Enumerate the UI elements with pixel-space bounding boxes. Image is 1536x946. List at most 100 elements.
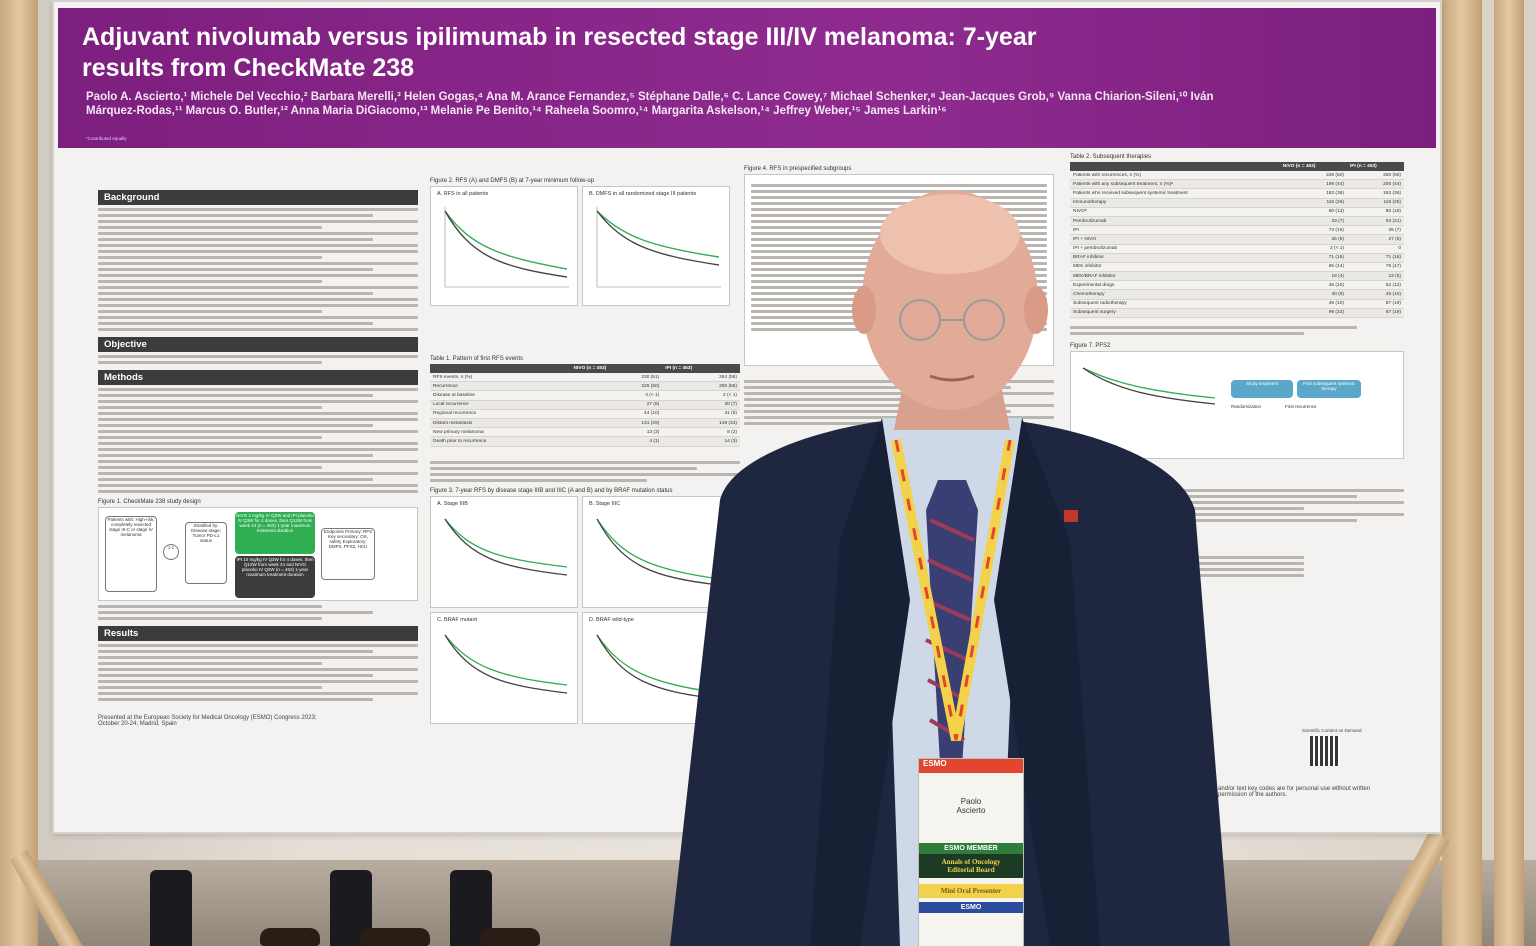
poster-contributed-note: *Contributed equally bbox=[86, 136, 127, 141]
table-2-cell-nivo: 2 (< 1) bbox=[1279, 244, 1347, 254]
table-2-row: Pembrolizumab 33 (7) 93 (21) bbox=[1070, 216, 1404, 227]
table-2-row: Patients with recurrences, n (%) 226 (50)… bbox=[1070, 171, 1404, 181]
table-1-row: Disease at baseline 3 (< 1) 2 (< 1) bbox=[430, 390, 740, 401]
table-1-cell-nivo: 13 (3) bbox=[570, 427, 663, 438]
table-1-cell-ipi: 264 (58) bbox=[662, 373, 740, 383]
badge-presenter: Mini Oral Presenter bbox=[919, 884, 1023, 898]
background-people-legs bbox=[120, 870, 540, 946]
table-1-body: RFS events, n (%) 230 (51) 264 (58) Recurre… bbox=[430, 373, 740, 447]
background-text bbox=[98, 208, 418, 331]
table-1-row: RFS events, n (%) 230 (51) 264 (58) bbox=[430, 373, 740, 383]
table-2-cell-nivo: 71 (16) bbox=[1279, 253, 1347, 263]
figure-4-title: Figure 4. RFS in prespecified subgroups bbox=[744, 166, 852, 172]
table-1-cell-ipi: 8 (2) bbox=[662, 427, 740, 438]
table-1-title: Table 1. Pattern of first RFS events bbox=[430, 356, 524, 362]
table-2-cell-label: IPI + pembrolizumab bbox=[1070, 244, 1280, 254]
flow-stratified: Stratified by: Disease stage; Tumor PD-L… bbox=[185, 522, 227, 584]
objective-text bbox=[98, 355, 418, 364]
figure-3-title: Figure 3. 7-year RFS by disease stage II… bbox=[430, 487, 673, 494]
flow-endpoints: Endpoints Primary: RFS Key secondary: OS… bbox=[321, 528, 375, 580]
table-1-cell-ipi: 149 (33) bbox=[662, 418, 740, 429]
table-2: NIVO (n = 453) IPI (n = 453) Patients wi… bbox=[1070, 162, 1404, 319]
figure-1-notes bbox=[98, 605, 418, 620]
table-2-row: Subsequent radiotherapy 45 (10) 87 (19) bbox=[1070, 299, 1404, 309]
table-2-header-nivo: NIVO (n = 453) bbox=[1279, 162, 1347, 171]
table-2-cell-label: Immunotherapy bbox=[1070, 198, 1280, 208]
table-1-cell-ipi: 2 (< 1) bbox=[662, 390, 740, 401]
section-methods: Methods bbox=[98, 370, 418, 385]
table-2-row: Patients who received subsequent systemi… bbox=[1070, 188, 1404, 199]
pfs2-randomization: Randomization bbox=[1231, 404, 1262, 409]
table-2-cell-nivo: 73 (16) bbox=[1279, 225, 1347, 236]
table-1-header-nivo: NIVO (n = 453) bbox=[570, 364, 663, 373]
wooden-frame-left bbox=[0, 0, 38, 946]
table-1: NIVO (n = 453) IPI (n = 453) RFS events,… bbox=[430, 364, 740, 447]
figure-3d-label: D. BRAF wild-type bbox=[589, 616, 634, 623]
figure-3b-label: B. Stage IIIC bbox=[589, 500, 621, 507]
table-2-cell-label: IPI bbox=[1070, 225, 1280, 236]
figure-2a-label: A. RFS in all patients bbox=[437, 191, 489, 197]
table-1-cell-label: Regional recurrence bbox=[430, 409, 571, 419]
table-2-cell-nivo: 226 (50) bbox=[1279, 171, 1347, 181]
table-1-cell-nivo: 131 (29) bbox=[570, 418, 663, 429]
poster-column-2: Figure 2. RFS (A) and DMFS (B) at 7-year… bbox=[430, 178, 740, 726]
table-2-cell-label: BRAF inhibitor bbox=[1070, 253, 1280, 263]
figure-2-title: Figure 2. RFS (A) and DMFS (B) at 7-year… bbox=[430, 178, 595, 184]
poster-header: Adjuvant nivolumab versus ipilimumab in … bbox=[58, 8, 1436, 148]
badge-board-line2: Editorial Board bbox=[919, 866, 1023, 878]
flow-ratio: 1:1 bbox=[163, 544, 179, 560]
table-2-cell-nivo: 45 (10) bbox=[1279, 280, 1347, 291]
wooden-frame-right bbox=[1442, 0, 1482, 946]
table-2-cell-ipi: 71 (16) bbox=[1346, 253, 1404, 263]
flow-nivo-arm: NIVO 3 mg/kg IV Q2W and IPI placebo IV Q… bbox=[235, 512, 315, 554]
figure-2b-label: B. DMFS in all randomized stage III pati… bbox=[589, 191, 697, 197]
badge-first-name: Paolo bbox=[960, 797, 982, 806]
badge-logo: ESMO bbox=[919, 759, 1023, 773]
table-2-row: IPI 73 (16) 35 (7) bbox=[1070, 225, 1404, 236]
table-2-cell-ipi: 80 (18) bbox=[1346, 207, 1404, 217]
table-2-row: BRAF inhibitor 71 (16) 71 (16) bbox=[1070, 253, 1404, 263]
table-2-cell-label: NIVOᵇ bbox=[1070, 207, 1280, 217]
table-2-cell-nivo: 40 (9) bbox=[1279, 289, 1347, 300]
table-1-cell-nivo: 3 (< 1) bbox=[570, 390, 663, 401]
presenter-figure bbox=[670, 190, 1230, 946]
pfs2-first-subsequent: First subsequent systemic therapy bbox=[1297, 380, 1361, 398]
table-2-cell-ipi: 87 (19) bbox=[1346, 299, 1404, 309]
figure-2b-curve bbox=[596, 207, 721, 288]
figure-2a-curve bbox=[444, 207, 569, 288]
table-2-cell-nivo: 163 (36) bbox=[1279, 188, 1347, 199]
presenter-person: ESMO Paolo Ascierto ESMO MEMBER Annals o… bbox=[660, 180, 1240, 946]
table-2-row: MEK/BRAF inhibitor 18 (4) 23 (5) bbox=[1070, 271, 1404, 282]
table-2-row: Chemotherapy 40 (9) 45 (10) bbox=[1070, 289, 1404, 300]
table-2-cell-nivo: 45 (10) bbox=[1279, 299, 1347, 309]
table-1-cell-label: New primary melanoma bbox=[430, 427, 571, 438]
table-2-header-label bbox=[1070, 162, 1280, 171]
table-2-body: Patients with recurrences, n (%) 226 (50)… bbox=[1070, 171, 1404, 319]
table-2-cell-label: IPI + NIVO bbox=[1070, 234, 1280, 245]
figure-3a-panel: A. Stage IIIB bbox=[430, 495, 578, 608]
badge-member: ESMO MEMBER bbox=[919, 843, 1023, 854]
table-2-cell-label: Patients with any subsequent treatment, … bbox=[1070, 179, 1280, 190]
wooden-frame-right-back bbox=[1494, 0, 1524, 946]
table-2-cell-label: Patients who received subsequent systemi… bbox=[1070, 188, 1280, 199]
table-1-cell-ipi: 250 (55) bbox=[662, 381, 740, 392]
table-2-cell-label: Pembrolizumab bbox=[1070, 216, 1280, 227]
figure-3a-label: A. Stage IIIB bbox=[437, 500, 468, 507]
table-2-cell-nivo: 33 (7) bbox=[1279, 216, 1347, 227]
table-2-cell-ipi: 76 (17) bbox=[1346, 262, 1404, 273]
table-2-cell-label: Subsequent surgery bbox=[1070, 308, 1280, 319]
table-1-row: Recurrence 226 (50) 250 (55) bbox=[430, 381, 740, 392]
table-1-row: Death prior to recurrence 4 (1) 14 (3) bbox=[430, 436, 740, 447]
table-2-cell-ipi: 27 (6) bbox=[1346, 234, 1404, 245]
table-2-cell-ipi: 45 (10) bbox=[1346, 289, 1404, 300]
figure-3c-panel: C. BRAF mutant bbox=[430, 611, 578, 724]
table-1-cell-label: Distant metastasis bbox=[430, 418, 571, 429]
badge-bottom: ESMO bbox=[919, 902, 1023, 913]
figure-1-title: Figure 1. CheckMate 238 study design bbox=[98, 499, 201, 505]
table-2-cell-ipi: 250 (55) bbox=[1346, 171, 1404, 181]
qr-code-icon bbox=[1310, 736, 1340, 766]
table-2-cell-ipi: 200 (44) bbox=[1346, 179, 1404, 190]
table-2-cell-nivo: 199 (44) bbox=[1279, 179, 1347, 190]
study-design-diagram: Patients with: High-risk, completely res… bbox=[98, 507, 418, 601]
table-2-cell-nivo: 26 (6) bbox=[1279, 234, 1347, 245]
